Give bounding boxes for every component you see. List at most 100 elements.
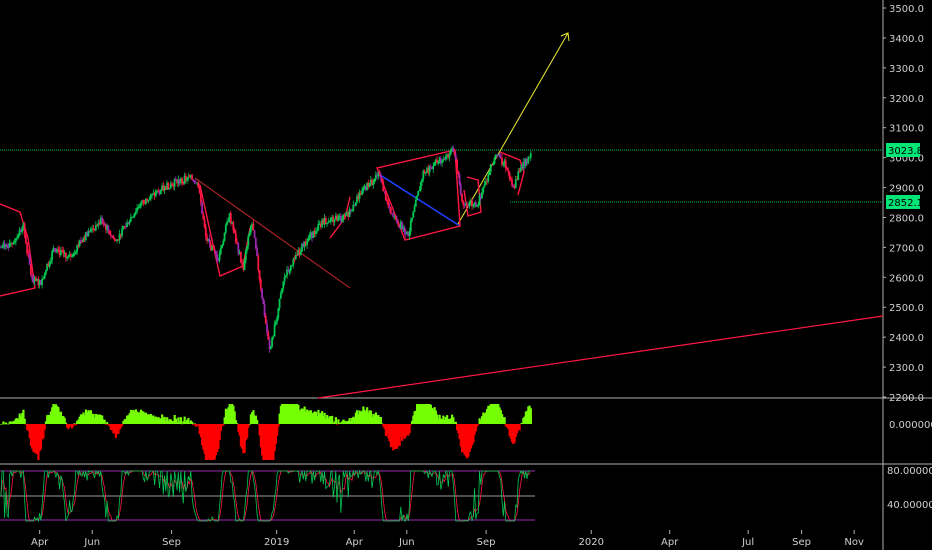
- oscillator-bar: [288, 404, 291, 424]
- oscillator-bar: [232, 405, 235, 424]
- candle-body: [189, 175, 192, 178]
- oscillator-bar: [454, 421, 457, 424]
- oscillator-bar: [301, 408, 304, 424]
- candle-body: [144, 198, 147, 204]
- candle-body: [357, 195, 360, 199]
- candle-body: [439, 157, 442, 164]
- candle-body: [393, 216, 396, 218]
- candle-body: [39, 280, 42, 285]
- candle-body: [49, 260, 52, 263]
- candle-body: [91, 228, 93, 230]
- oscillator-bar: [153, 417, 156, 424]
- candle-body: [226, 222, 228, 225]
- oscillator-bar: [443, 419, 446, 424]
- oscillator-bar: [89, 410, 93, 424]
- candle-body: [264, 315, 267, 324]
- candle-body: [403, 227, 406, 233]
- candle-body: [126, 222, 128, 228]
- candle-body: [266, 323, 268, 333]
- candle-body: [207, 238, 210, 242]
- candle-body: [452, 147, 455, 152]
- oscillator-bar: [318, 413, 321, 424]
- oscillator-bar: [73, 423, 76, 424]
- candle-body: [31, 274, 34, 279]
- candle-body: [332, 216, 335, 223]
- oscillator-bar: [268, 424, 271, 460]
- candle-body: [241, 262, 243, 264]
- candle-body: [411, 217, 413, 221]
- candle-body: [366, 182, 368, 191]
- oscillator-bar: [224, 408, 228, 424]
- oscillator-bar: [158, 418, 161, 424]
- oscillator-bar: [399, 424, 402, 438]
- candle-body: [201, 202, 203, 214]
- candle-body: [446, 154, 448, 157]
- oscillator-bar: [412, 415, 415, 424]
- oscillator-bar: [394, 424, 397, 449]
- candle-body: [194, 182, 197, 184]
- oscillator-bar: [53, 405, 56, 424]
- candle-body: [196, 182, 198, 184]
- oscillator-bar: [296, 404, 299, 424]
- oscillator-bar: [128, 413, 131, 424]
- candle-body: [161, 185, 163, 191]
- oscillator-bar: [359, 411, 362, 424]
- candle-body: [302, 243, 305, 248]
- candle-body: [93, 229, 96, 231]
- candle-body: [473, 202, 476, 206]
- oscillator-bar: [417, 404, 420, 424]
- oscillator-bar: [511, 424, 514, 443]
- candle-body: [419, 182, 422, 191]
- oscillator-bar: [36, 424, 39, 455]
- oscillator-bar: [364, 411, 367, 424]
- candle-body: [41, 278, 44, 285]
- candle-body: [278, 298, 281, 309]
- candle-body: [316, 230, 318, 232]
- blue-trendline: [376, 172, 461, 227]
- candle-body: [219, 248, 222, 254]
- oscillator-bar: [113, 424, 116, 434]
- candle-body: [334, 215, 337, 220]
- candle-body: [326, 223, 328, 225]
- oscillator-bar: [99, 415, 103, 424]
- candle-body: [157, 190, 160, 192]
- oscillator-bar: [261, 424, 264, 456]
- oscillator-bar: [456, 424, 459, 431]
- oscillator-bar: [233, 411, 236, 424]
- oscillator-bar: [352, 416, 355, 424]
- oscillator-bar: [272, 424, 275, 460]
- candle-body: [291, 265, 293, 267]
- candle-body: [267, 332, 270, 340]
- oscillator-bar: [349, 421, 352, 424]
- oscillator-bar: [227, 407, 230, 424]
- oscillator-bar: [271, 424, 274, 460]
- candle-body: [19, 229, 22, 233]
- oscillator-bar: [249, 414, 253, 424]
- y-tick-label: 2400.0: [889, 333, 924, 344]
- candle-body: [77, 245, 80, 247]
- candle-body: [129, 217, 132, 222]
- oscillator-bar: [411, 420, 414, 424]
- oscillator-bar: [502, 417, 505, 424]
- candle-body: [252, 223, 255, 231]
- candle-body: [508, 171, 511, 179]
- oscillator-bar: [222, 424, 225, 426]
- oscillator-bar: [339, 422, 342, 424]
- candle-body: [414, 199, 417, 207]
- oscillator-bar: [27, 424, 30, 432]
- oscillator-bar: [213, 424, 216, 460]
- oscillator-bar: [201, 424, 204, 446]
- oscillator-bar: [527, 406, 530, 424]
- candle-body: [122, 226, 125, 229]
- oscillator-bar: [194, 424, 198, 427]
- candle-body: [282, 281, 285, 289]
- oscillator-bar: [514, 424, 517, 437]
- x-tick-label: 2020: [579, 537, 604, 548]
- candle-body: [331, 216, 333, 219]
- candle-body: [488, 171, 491, 176]
- candle-body: [63, 252, 66, 254]
- candle-body: [51, 251, 54, 261]
- oscillator-bar: [433, 407, 436, 424]
- projection-arrow: [457, 32, 570, 225]
- y-tick-label: 3400.0: [889, 34, 924, 45]
